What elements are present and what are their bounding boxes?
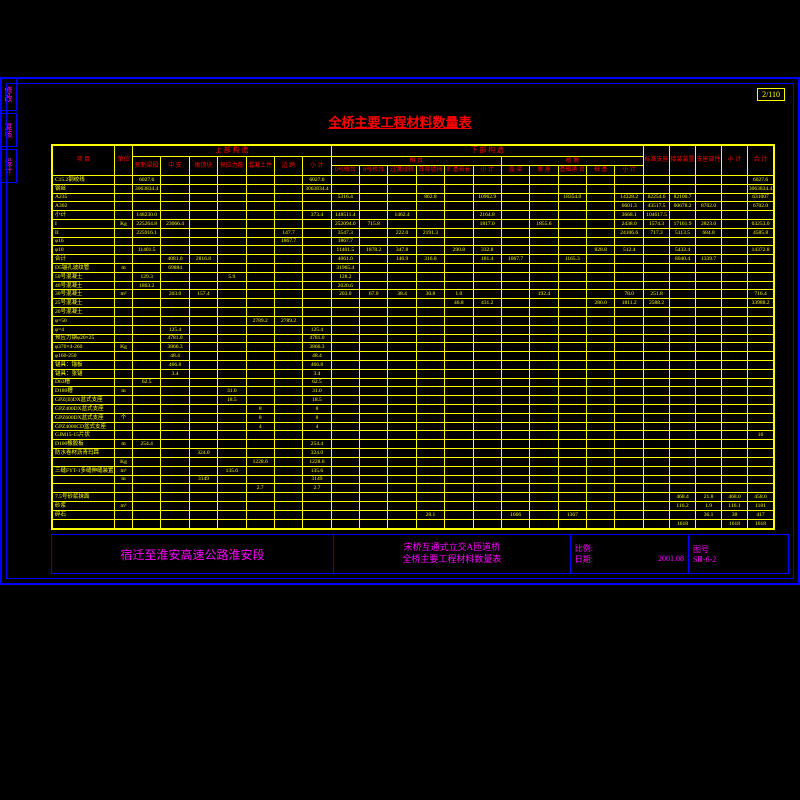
sheet-number: 图号 SⅢ-6-2: [689, 535, 788, 573]
page-number: 2/110: [757, 88, 785, 101]
title-block: 宿迁至淮安高速公路淮安段 宋桥互通式立交A匝道桥 全桥主要工程材料数量表 比例:…: [51, 534, 789, 574]
date-label: 日期:: [575, 554, 593, 565]
sheet-value: SⅢ-6-2: [693, 555, 716, 564]
drawing-line2: 全桥主要工程材料数量表: [402, 554, 501, 566]
drawing-line1: 宋桥互通式立交A匝道桥: [404, 542, 501, 554]
sheet-label: 图号: [693, 544, 709, 555]
table-title: 全桥主要工程材料数量表: [7, 112, 793, 131]
project-name: 宿迁至淮安高速公路淮安段: [52, 535, 334, 573]
date-value: 2001.08: [658, 554, 684, 565]
scale-label: 比例:: [575, 543, 593, 554]
drawing-frame: 2/110 全桥主要工程材料数量表 项 目单位上 部 构 造下 部 构 造标准支…: [0, 77, 800, 585]
drawing-name: 宋桥互通式立交A匝道桥 全桥主要工程材料数量表: [334, 535, 571, 573]
material-table: 项 目单位上 部 构 造下 部 构 造标准支座接装装置支座部件小 计合 计预制梁…: [51, 144, 775, 530]
scale-date: 比例: 日期: 2001.08: [571, 535, 689, 573]
